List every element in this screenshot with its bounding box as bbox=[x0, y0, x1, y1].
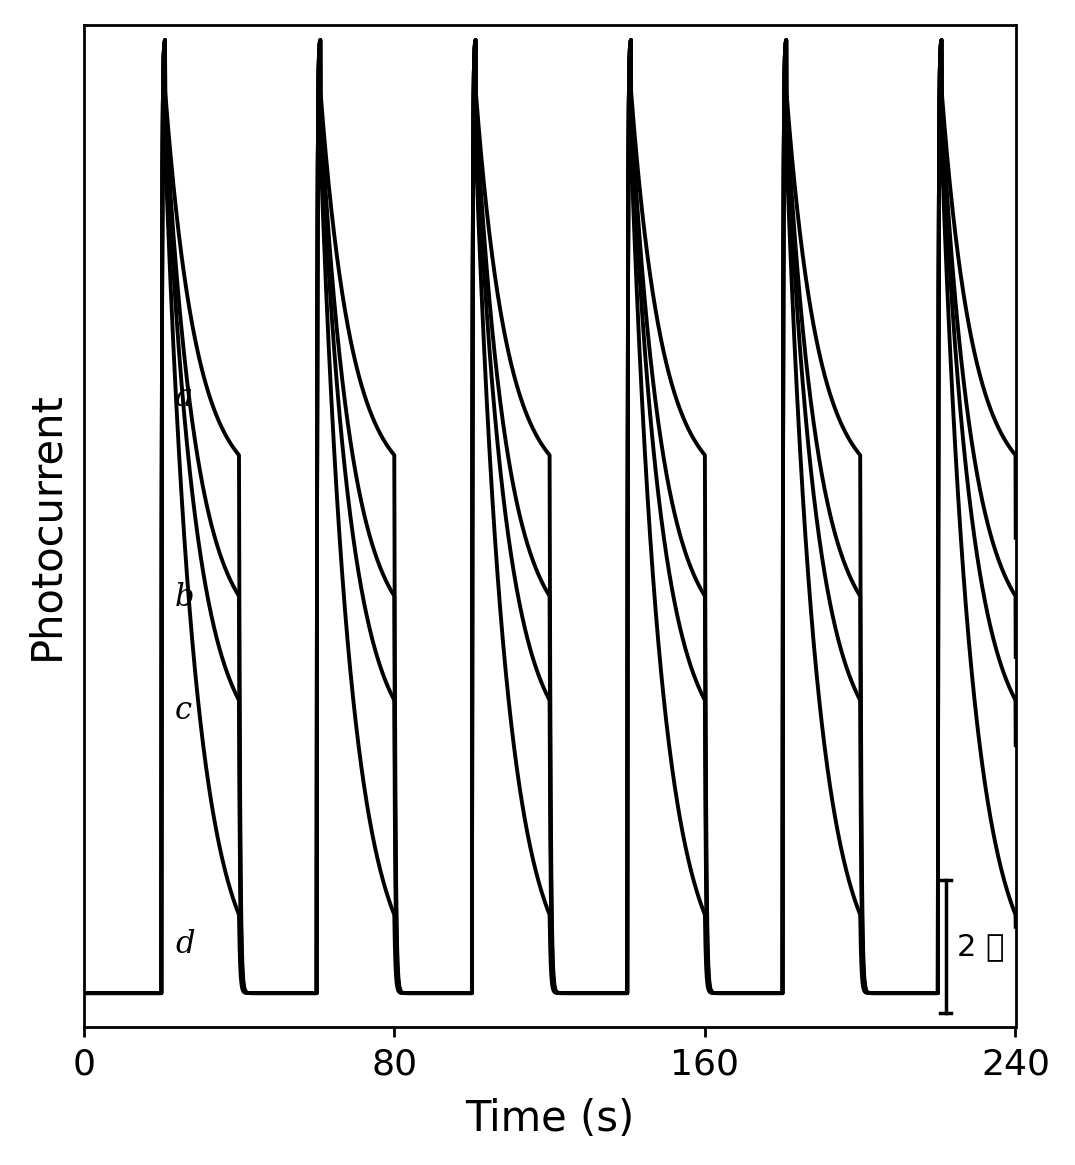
Y-axis label: Photocurrent: Photocurrent bbox=[25, 391, 67, 661]
Text: c: c bbox=[175, 696, 192, 726]
Text: b: b bbox=[175, 581, 195, 613]
Text: d: d bbox=[175, 929, 195, 960]
X-axis label: Time (s): Time (s) bbox=[465, 1097, 634, 1141]
Text: 2 碴: 2 碴 bbox=[957, 932, 1005, 961]
Text: a: a bbox=[175, 382, 193, 412]
